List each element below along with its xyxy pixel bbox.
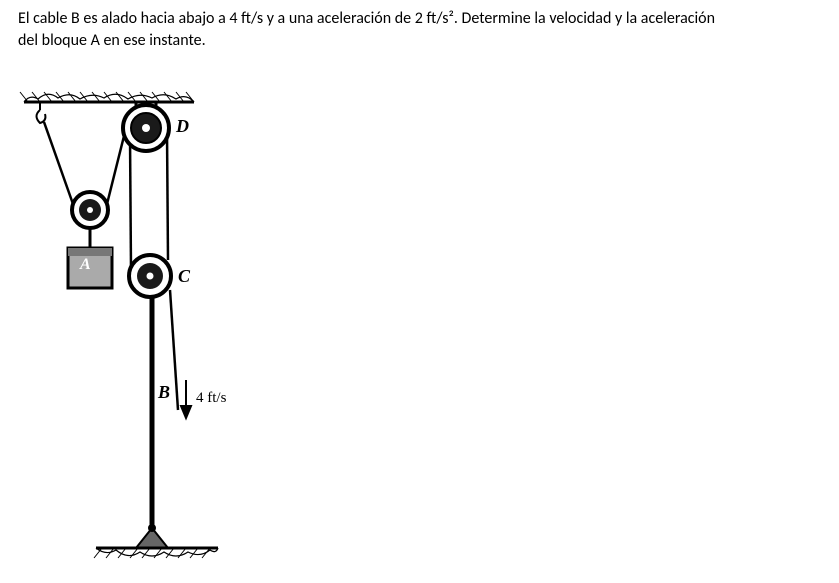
diagram-svg [18,80,278,570]
ground [94,548,218,558]
pulley-diagram: D A C B 4 ft/s [18,80,278,570]
label-A: A [80,256,91,274]
label-D: D [176,116,189,137]
label-speed: 4 ft/s [196,390,226,407]
pulley-D [123,105,169,151]
pulley-C [129,255,171,297]
ceiling [20,92,194,102]
problem-statement: El cable B es alado hacia abajo a 4 ft/s… [18,8,821,51]
problem-line-2: del bloque A en ese instante. [18,31,206,50]
problem-line-1: El cable B es alado hacia abajo a 4 ft/s… [18,9,715,28]
label-C: C [178,266,190,287]
label-B: B [158,382,170,403]
